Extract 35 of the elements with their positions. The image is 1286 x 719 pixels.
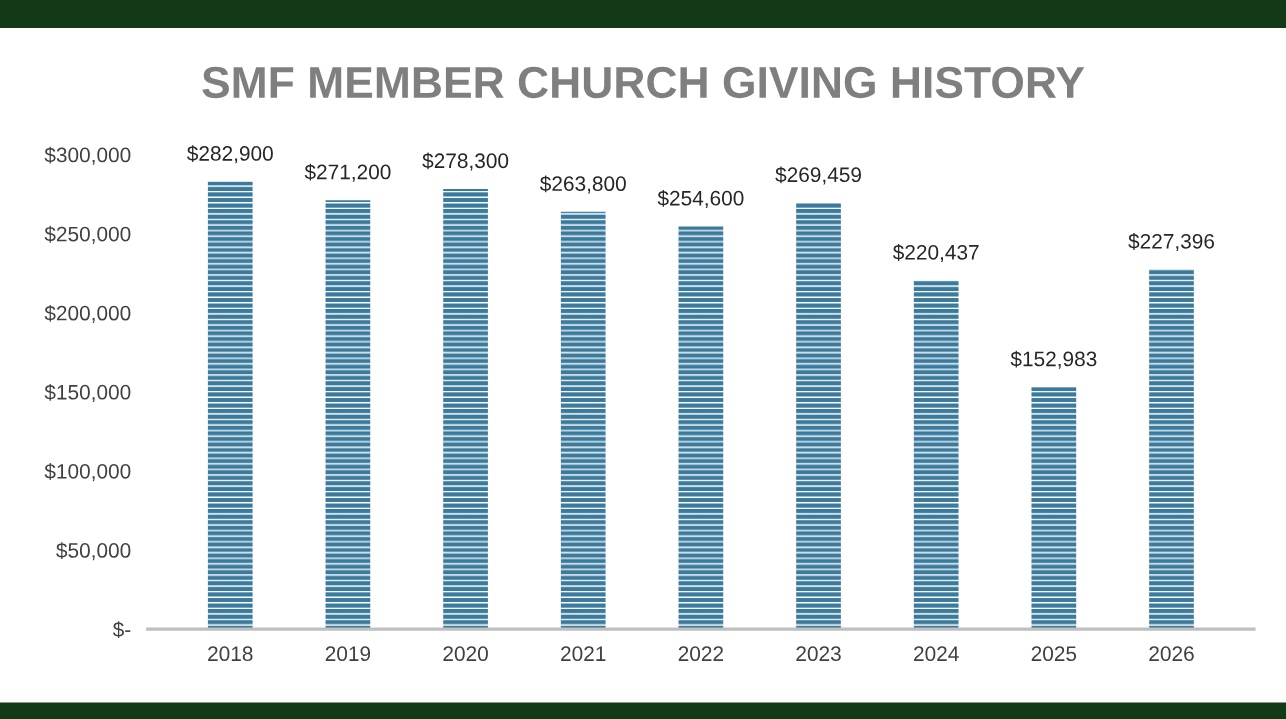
y-tick-label: $250,000 [44,225,131,244]
x-tick-label: 2026 [1149,646,1194,662]
bar [325,200,371,630]
x-tick-label: 2021 [561,646,606,662]
bar [796,202,841,630]
data-label: $220,437 [892,244,979,263]
y-tick-label: $150,000 [44,383,131,403]
x-tick-label: 2025 [1031,646,1077,662]
y-tick-label: $300,000 [44,146,131,165]
bar [1031,387,1077,630]
x-tick-label: 2019 [325,646,371,662]
x-tick-label: 2018 [208,646,253,662]
bar [678,226,724,630]
chart-title: SMF MEMBER CHURCH GIVING HISTORY [202,66,1085,99]
bar [443,188,488,630]
data-label: $282,900 [187,145,273,164]
bar [1149,269,1194,630]
data-label: $278,300 [422,152,509,171]
data-label: $271,200 [304,163,391,182]
data-label: $227,396 [1128,233,1215,252]
y-tick-label: $100,000 [44,463,131,482]
x-tick-label: 2020 [443,646,488,662]
bar [560,211,606,630]
bar [913,280,959,630]
data-label: $263,800 [540,175,626,194]
y-tick-label: $- [112,621,131,639]
x-tick-label: 2022 [678,646,723,662]
data-label: $269,459 [775,166,861,185]
x-tick-label: 2024 [914,646,959,662]
data-label: $152,983 [1010,350,1097,369]
data-label: $254,600 [657,189,744,209]
y-tick-label: $200,000 [44,304,131,323]
y-tick-label: $50,000 [56,542,131,561]
bar [207,181,253,630]
x-tick-label: 2023 [796,646,841,662]
